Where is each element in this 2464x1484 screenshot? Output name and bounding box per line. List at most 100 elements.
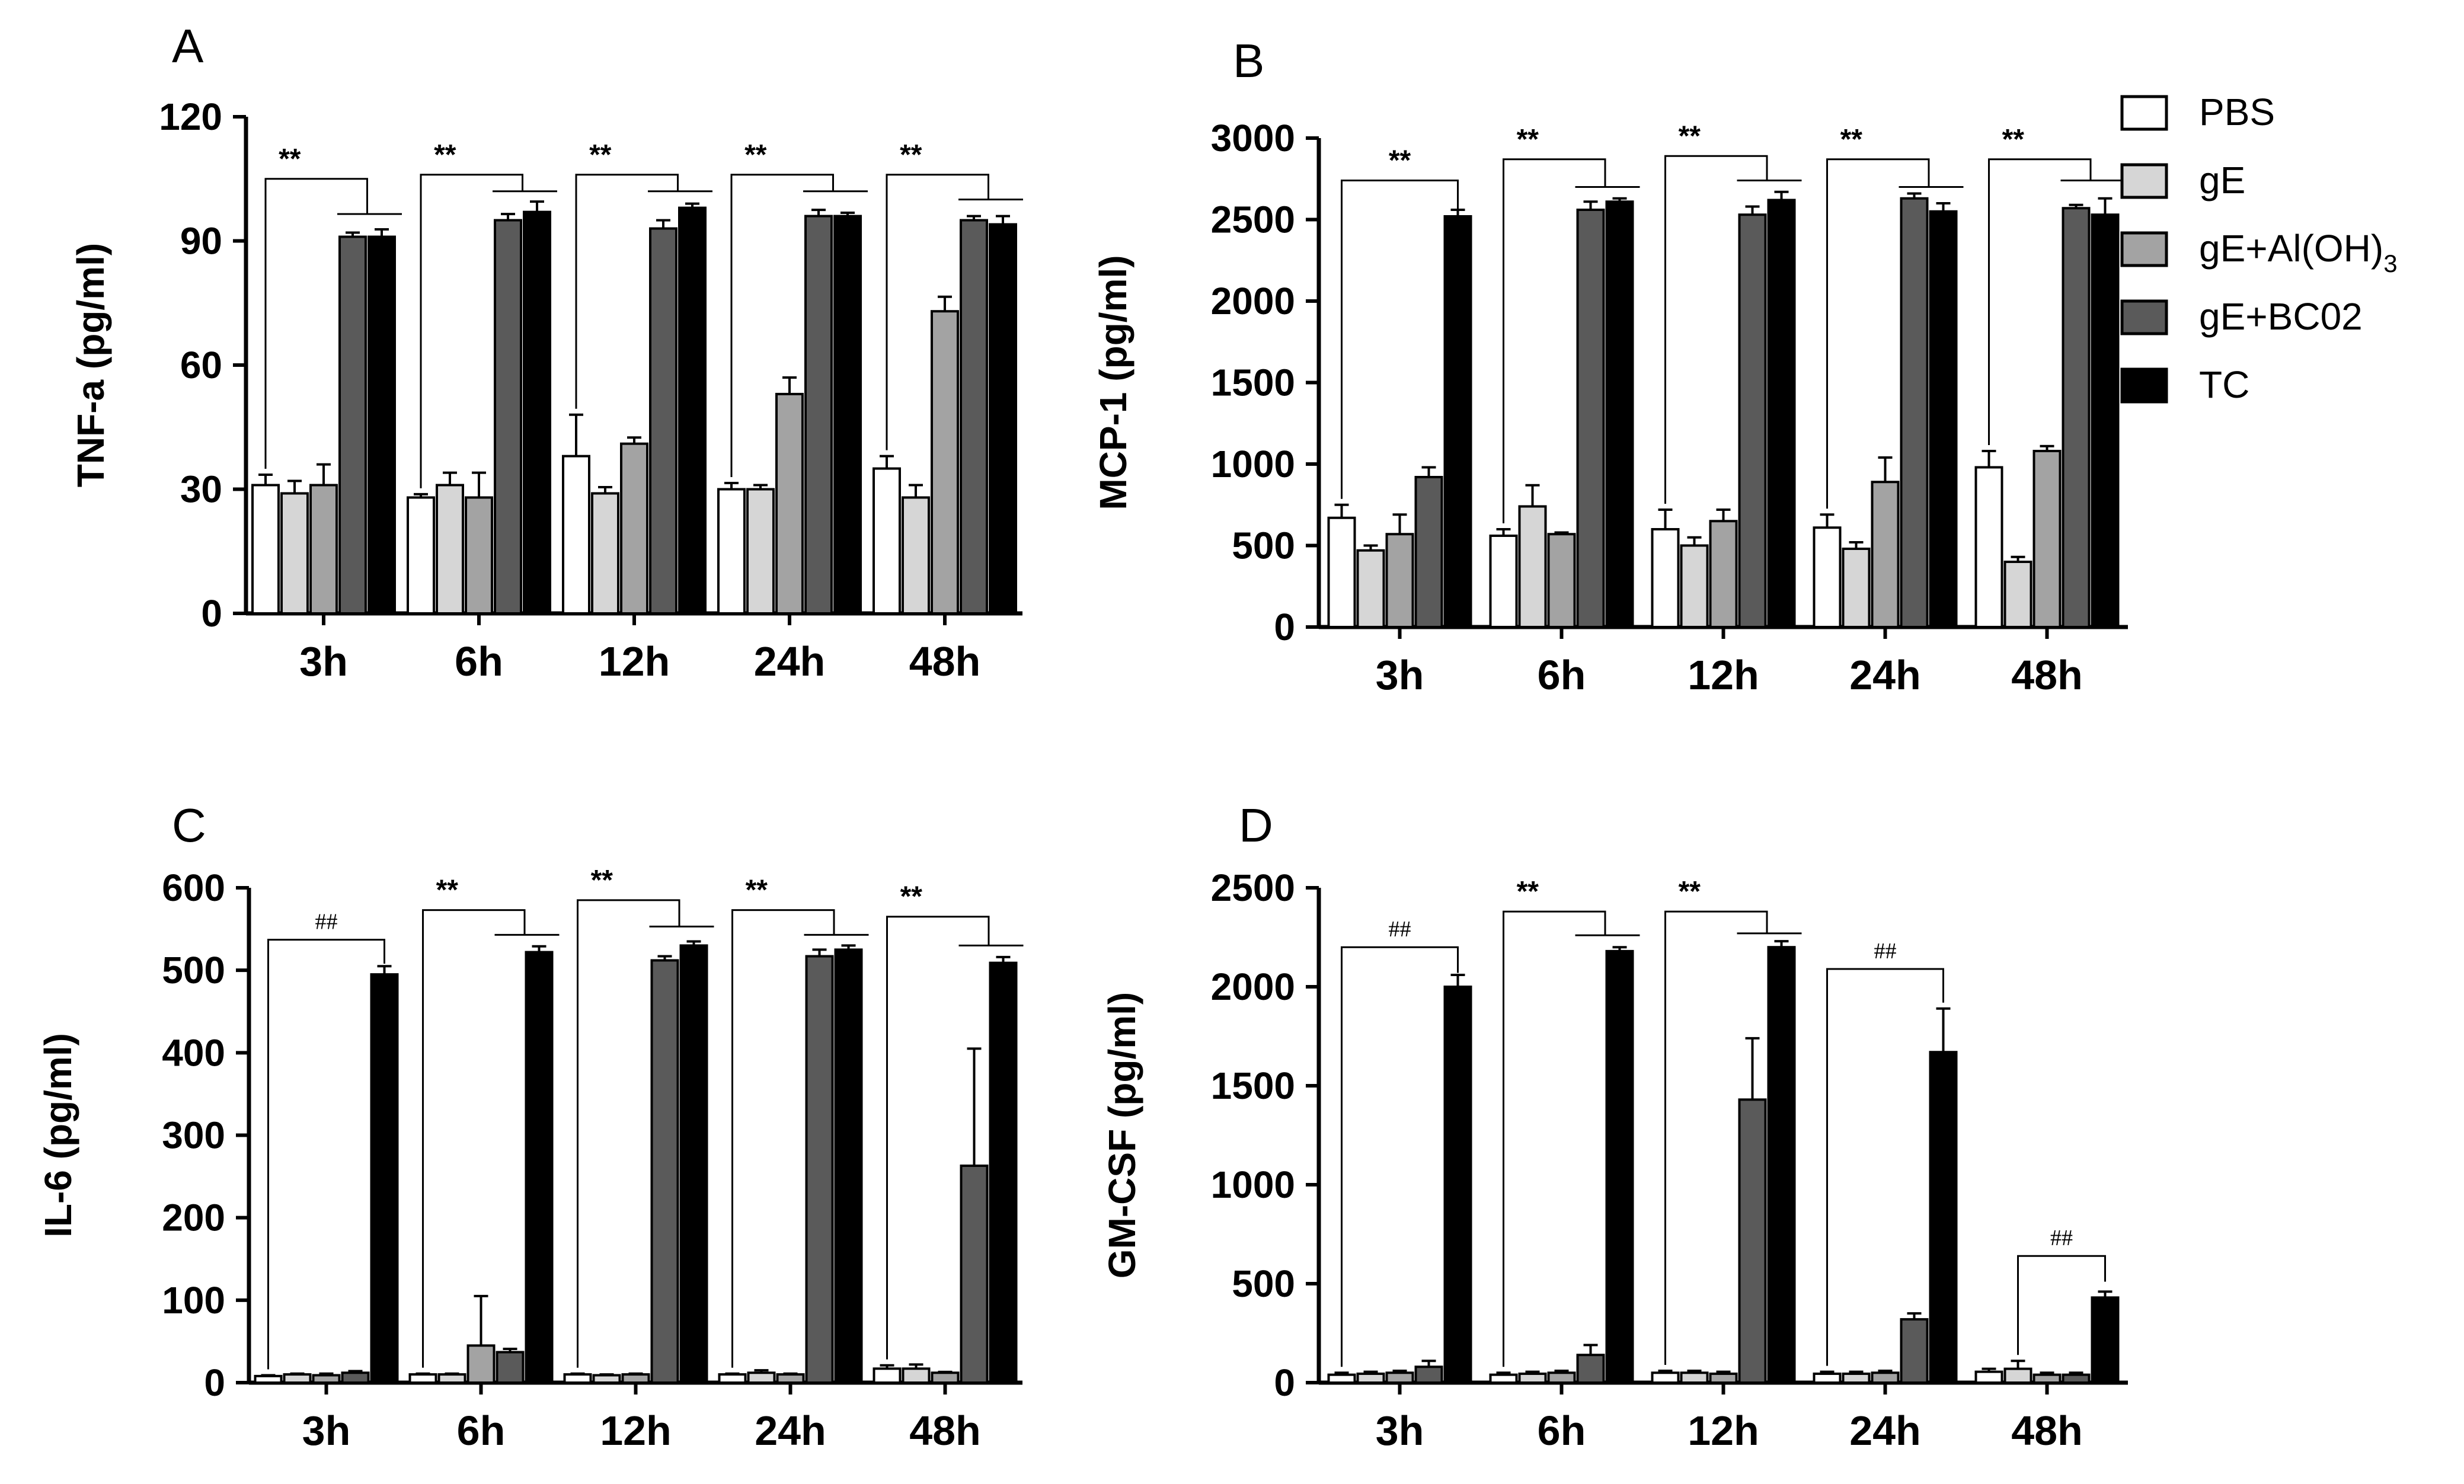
significance-label: ## xyxy=(1874,939,1897,964)
bar xyxy=(280,492,309,615)
x-tick-label: 48h xyxy=(2011,1408,2083,1454)
significance-bracket xyxy=(1664,910,1768,1365)
y-tick-label: 600 xyxy=(162,866,225,909)
bar xyxy=(1680,544,1709,628)
bar xyxy=(679,944,708,1384)
bar xyxy=(367,235,396,615)
significance-label: ** xyxy=(591,865,613,896)
bar xyxy=(960,219,988,615)
bar xyxy=(1605,200,1634,628)
y-tick-label: 1000 xyxy=(1211,1163,1295,1206)
bar xyxy=(2032,1373,2062,1384)
bar xyxy=(1871,481,1900,628)
bar xyxy=(1974,1370,2003,1384)
bar xyxy=(1767,946,1796,1384)
bar xyxy=(649,227,677,615)
bar xyxy=(2091,1296,2120,1384)
bar xyxy=(1680,1371,1709,1384)
significance-bracket xyxy=(577,899,680,1368)
bar xyxy=(1709,1372,1738,1384)
x-tick-label: 6h xyxy=(457,1408,506,1454)
y-tick-label: 60 xyxy=(180,344,222,386)
bar xyxy=(1738,213,1767,628)
bar xyxy=(525,951,554,1384)
panel-c: C IL-6 (pg/ml) 0 100 200 300 400 500 600 3h 6h 12h 2… xyxy=(37,799,1024,1454)
x-tick-label: 12h xyxy=(600,1408,672,1454)
bar xyxy=(309,484,338,615)
significance-bracket xyxy=(1826,158,1930,509)
bar xyxy=(804,215,833,615)
legend-swatch xyxy=(2120,367,2168,404)
significance-label: ** xyxy=(279,143,301,175)
bar xyxy=(1327,516,1356,628)
panel-a: A TNF-a (pg/ml) 0 30 60 90 120 3h 6h 12h 24h 48h ** *… xyxy=(69,20,1023,685)
x-tick-label: 24h xyxy=(1849,652,1921,698)
legend-swatch xyxy=(2120,299,2168,335)
bar xyxy=(370,973,399,1384)
legend-swatch xyxy=(2120,95,2168,131)
bar xyxy=(254,1374,283,1384)
bar xyxy=(717,488,746,615)
significance-bracket xyxy=(730,174,834,478)
significance-label: ** xyxy=(1389,145,1411,177)
bar xyxy=(931,310,959,615)
bar xyxy=(775,392,804,615)
y-axis-label: IL-6 (pg/ml) xyxy=(37,1033,79,1237)
bar xyxy=(873,467,901,615)
panel-letter: A xyxy=(172,20,204,72)
bar xyxy=(747,1371,776,1384)
bar xyxy=(591,492,619,615)
bar xyxy=(1929,210,1958,628)
significance-label: ** xyxy=(900,881,923,913)
y-tick-label: 1000 xyxy=(1211,443,1295,485)
y-tick-label: 500 xyxy=(162,949,225,992)
bar xyxy=(1385,1371,1414,1384)
bar xyxy=(1547,533,1576,628)
y-tick-label: 1500 xyxy=(1211,362,1295,404)
bar xyxy=(834,948,863,1384)
bar xyxy=(833,215,862,615)
y-tick-label: 0 xyxy=(1274,1361,1295,1404)
bar xyxy=(1327,1373,1356,1384)
y-tick-label: 90 xyxy=(180,220,222,263)
bar xyxy=(1900,197,1929,628)
significance-label: ** xyxy=(744,139,767,171)
y-tick-label: 120 xyxy=(159,95,222,138)
x-tick-label: 3h xyxy=(299,638,348,685)
panel-letter: D xyxy=(1239,799,1273,852)
legend: PBS gE gE+Al(OH)3 gE+BC02 TC xyxy=(2120,91,2398,406)
bar xyxy=(620,442,648,615)
y-tick-label: 2500 xyxy=(1211,866,1295,909)
legend-label: gE+Al(OH)3 xyxy=(2199,227,2398,277)
bar xyxy=(2091,213,2120,628)
bar xyxy=(2003,1367,2032,1384)
bar xyxy=(466,1344,496,1384)
significance-bracket xyxy=(1503,910,1606,1367)
bar xyxy=(1414,1365,1443,1384)
bar xyxy=(562,455,590,615)
bar xyxy=(931,1371,960,1384)
legend-label: gE xyxy=(2199,159,2245,202)
bar xyxy=(678,206,707,615)
bar xyxy=(746,488,775,615)
panel-letter: B xyxy=(1233,34,1264,87)
bar xyxy=(1489,1373,1518,1384)
x-tick-label: 12h xyxy=(1688,652,1759,698)
bar xyxy=(1813,526,1842,628)
bar xyxy=(407,496,435,615)
y-axis-label: MCP-1 (pg/ml) xyxy=(1092,255,1134,510)
legend-label: TC xyxy=(2199,363,2249,406)
bar xyxy=(312,1374,341,1384)
y-tick-label: 2000 xyxy=(1211,280,1295,322)
significance-bracket xyxy=(1341,180,1459,499)
bar xyxy=(805,955,834,1384)
bar xyxy=(1929,1051,1958,1384)
y-tick-label: 3000 xyxy=(1211,117,1295,159)
bar xyxy=(960,1164,989,1384)
bar xyxy=(1356,1372,1385,1384)
y-tick-label: 300 xyxy=(162,1114,225,1157)
y-tick-label: 1500 xyxy=(1211,1064,1295,1107)
bar xyxy=(1651,1371,1680,1384)
bar xyxy=(1547,1371,1576,1384)
